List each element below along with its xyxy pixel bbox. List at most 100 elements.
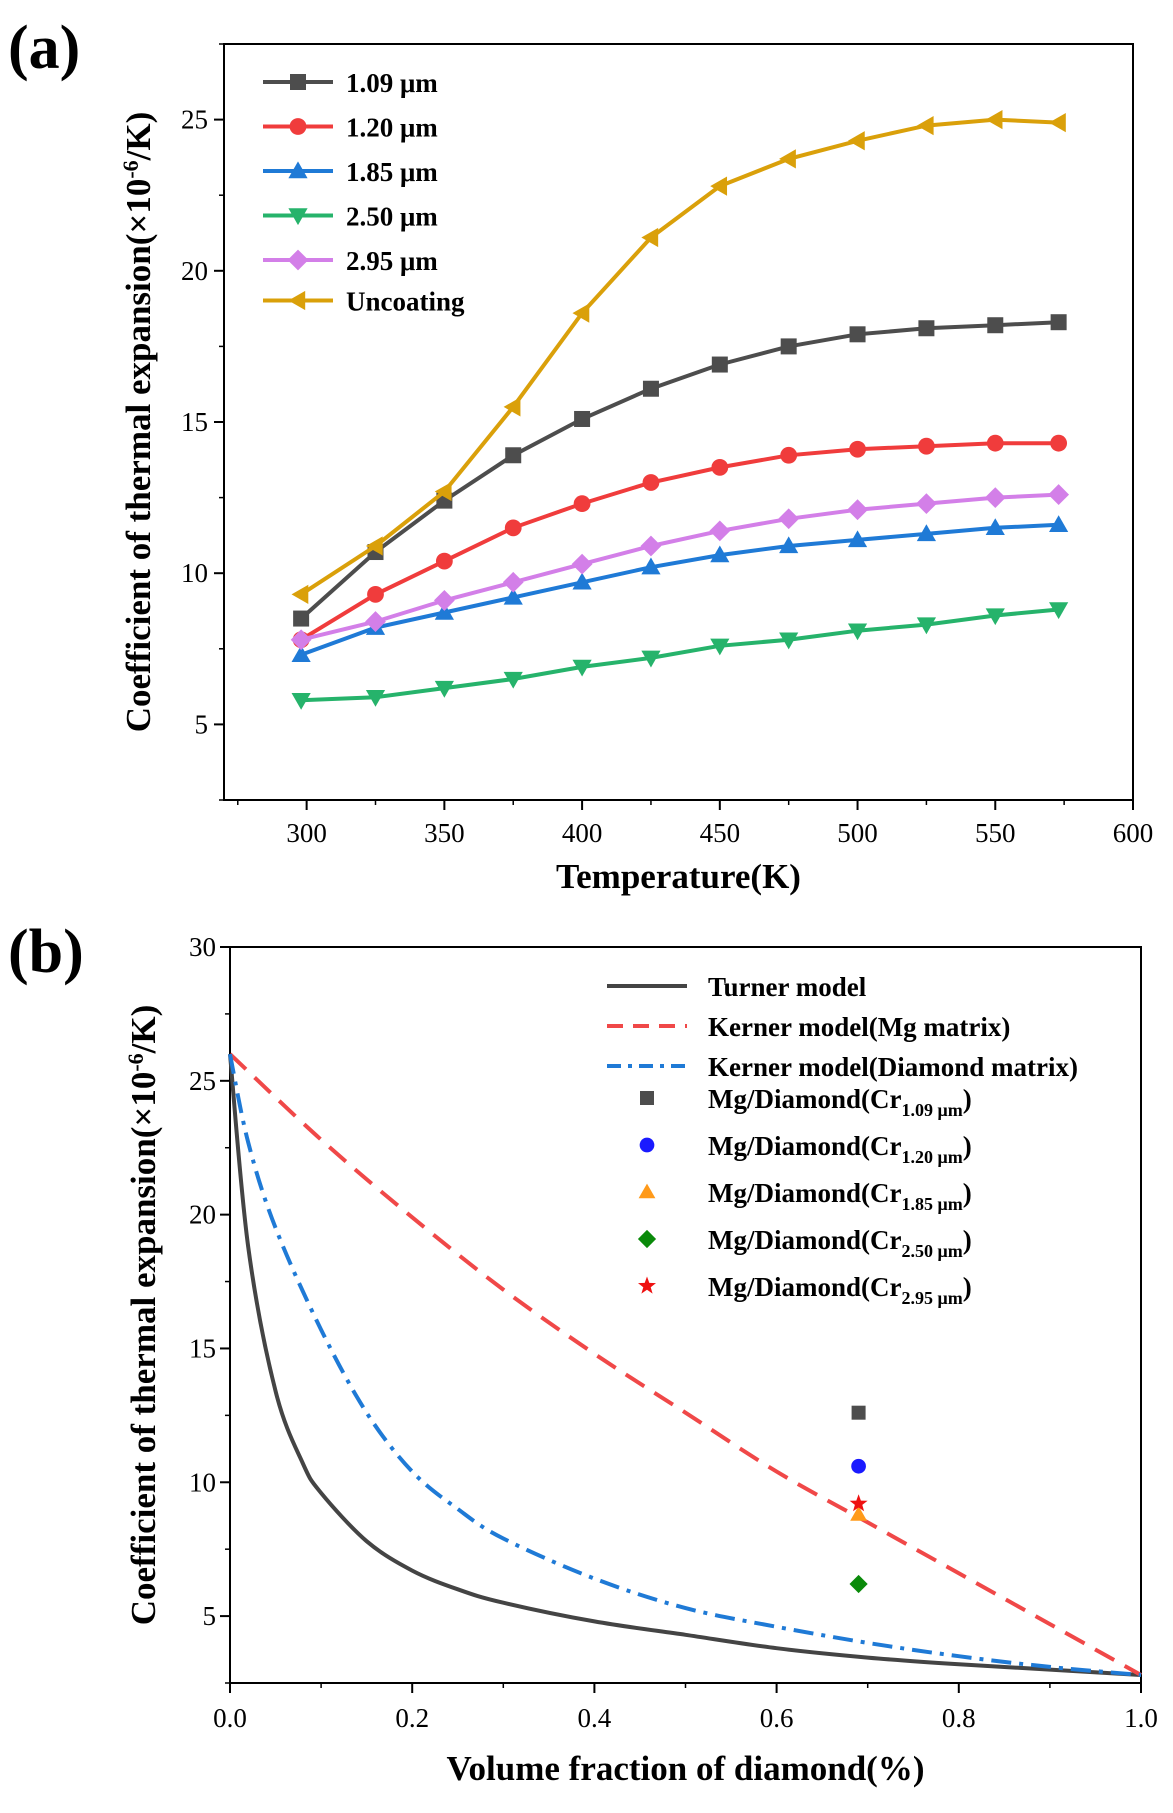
legend-label-close: ) xyxy=(963,1225,972,1255)
data-point-a xyxy=(642,380,659,397)
y-tick-label-a: 10 xyxy=(181,558,208,588)
series-line-a xyxy=(300,492,1059,642)
x-tick-label-a: 350 xyxy=(424,818,465,848)
legend-label-subscript: 2.95 μm xyxy=(901,1288,962,1308)
legend-label-main: Mg/Diamond(Cr xyxy=(708,1272,901,1302)
legend-label-b: Mg/Diamond(Cr1.85 μm) xyxy=(708,1178,972,1214)
legend-marker-b xyxy=(639,1137,655,1153)
legend-label-main: Mg/Diamond(Cr xyxy=(708,1225,901,1255)
model-curve-b xyxy=(228,1053,1142,1677)
series-line-a xyxy=(300,117,1059,597)
x-tick-label-b: 1.0 xyxy=(1124,1703,1158,1733)
data-point-a xyxy=(779,632,799,650)
legend-label-b: Mg/Diamond(Cr2.50 μm) xyxy=(708,1225,972,1261)
data-point-a xyxy=(1048,484,1070,505)
y-tick-label-b: 30 xyxy=(189,932,216,962)
x-tick-label-a: 550 xyxy=(975,818,1016,848)
data-point-a xyxy=(847,623,868,641)
data-point-a xyxy=(778,508,800,530)
data-point-a xyxy=(780,446,798,464)
data-point-a xyxy=(641,650,661,668)
legend-label-subscript: 1.20 μm xyxy=(901,1147,962,1167)
x-tick-label-a: 400 xyxy=(562,818,603,848)
data-point-a xyxy=(290,629,312,651)
data-point-a xyxy=(572,572,592,590)
data-point-a xyxy=(641,227,659,248)
legend-label-b: Mg/Diamond(Cr1.20 μm) xyxy=(708,1131,972,1167)
data-point-a xyxy=(367,585,384,603)
y-tick-label-a: 15 xyxy=(181,407,208,437)
data-point-a xyxy=(985,110,1003,130)
data-point-a xyxy=(503,587,523,605)
data-point-a xyxy=(1050,314,1067,331)
legend-label-b: Kerner model(Diamond matrix) xyxy=(708,1052,1078,1082)
data-point-a xyxy=(710,176,728,196)
legend-label-close: ) xyxy=(963,1084,972,1114)
data-point-a xyxy=(985,608,1005,626)
y-tick-label-a: 20 xyxy=(181,256,208,286)
data-point-a xyxy=(710,545,730,563)
data-point-a xyxy=(779,536,799,554)
data-point-a xyxy=(916,524,937,542)
y-axis-title-unit: /K) xyxy=(124,1005,163,1055)
data-point-a xyxy=(709,520,731,542)
legend-marker-a xyxy=(290,74,306,90)
data-point-a xyxy=(986,434,1004,452)
data-point-a xyxy=(984,487,1006,508)
panel-label-a: (a) xyxy=(8,14,80,82)
panel-label-b: (b) xyxy=(8,918,84,986)
legend-label-a: Uncoating xyxy=(346,287,465,317)
data-point-b xyxy=(850,1505,867,1521)
data-point-a xyxy=(847,131,865,151)
data-point-a xyxy=(291,693,311,710)
data-point-a xyxy=(780,338,797,355)
x-tick-label-a: 300 xyxy=(286,818,327,848)
data-point-b xyxy=(851,1458,866,1474)
data-point-a xyxy=(849,440,866,458)
data-point-a xyxy=(918,437,935,455)
legend-label-b: Kerner model(Mg matrix) xyxy=(708,1012,1010,1042)
panel-b: (b) 0.0 0.2 0.4 0.6 0.8 1.0 5 10 15 20 25 30 Volume f… xyxy=(8,918,1158,1788)
data-point-a xyxy=(573,495,591,513)
data-point-a xyxy=(291,645,311,663)
data-point-a xyxy=(711,458,729,476)
model-curve-b xyxy=(228,1052,1142,1677)
x-tick-label-b: 0.0 xyxy=(213,1703,247,1733)
legend-marker-b xyxy=(638,1276,656,1294)
y-tick-label-b: 25 xyxy=(189,1066,216,1096)
legend-label-a: 1.20 μm xyxy=(346,113,438,143)
data-point-a xyxy=(365,611,386,632)
data-point-a xyxy=(503,397,521,417)
data-point-a xyxy=(571,553,593,575)
data-point-a xyxy=(503,671,523,689)
data-point-a xyxy=(1049,515,1069,533)
legend-marker-b xyxy=(637,1229,657,1249)
data-point-b xyxy=(849,1574,868,1594)
y-axis-title-unit: /K) xyxy=(119,112,158,162)
legend-label-subscript: 1.09 μm xyxy=(901,1100,962,1120)
legend-marker-a xyxy=(288,208,308,226)
legend-label-close: ) xyxy=(963,1178,972,1208)
data-point-a xyxy=(365,536,383,556)
data-point-a xyxy=(435,552,453,570)
y-axis-title-text: Coefficient of thermal expansion(×10 xyxy=(124,1072,163,1626)
legend-label-main: Mg/Diamond(Cr xyxy=(708,1178,901,1208)
legend-marker-a xyxy=(289,118,307,135)
data-point-a xyxy=(434,602,454,620)
data-point-a xyxy=(640,535,662,557)
legend-label-close: ) xyxy=(963,1272,972,1302)
legend-label-a: 1.09 μm xyxy=(346,68,438,98)
series-line-a xyxy=(301,607,1059,703)
data-point-a xyxy=(847,499,868,521)
data-point-b xyxy=(851,1405,866,1420)
x-tick-label-a: 500 xyxy=(837,818,878,848)
y-tick-label-b: 5 xyxy=(203,1601,217,1631)
x-tick-label-b: 0.6 xyxy=(760,1703,794,1733)
legend-label-b: Turner model xyxy=(708,972,867,1002)
y-tick-label-b: 15 xyxy=(189,1333,216,1363)
data-point-a xyxy=(574,410,591,427)
y-axis-title-exponent: -6 xyxy=(123,1053,148,1071)
data-point-a xyxy=(505,447,522,464)
legend-marker-b xyxy=(640,1091,654,1105)
x-tick-label-a: 600 xyxy=(1113,818,1154,848)
